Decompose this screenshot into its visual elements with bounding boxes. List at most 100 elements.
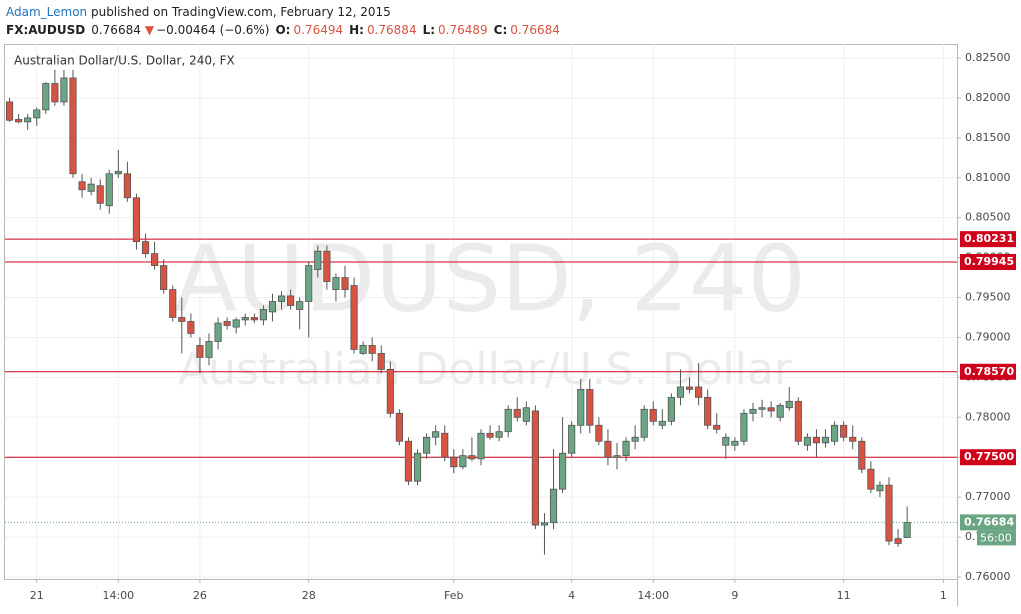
x-tick-label: 28 [302, 589, 316, 602]
candle-body [740, 412, 748, 442]
candle-body [504, 408, 512, 433]
candle-body [377, 353, 385, 370]
candle-body [350, 285, 358, 350]
candle-body [332, 277, 340, 290]
candle-body [459, 455, 467, 468]
candle-body [323, 250, 331, 282]
candle-body [87, 183, 95, 192]
candle-body [604, 440, 612, 458]
h: 0.76884 [367, 23, 417, 37]
candle-body [187, 321, 195, 334]
c: 0.76684 [510, 23, 560, 37]
candle-body [867, 468, 875, 490]
x-tick-label: Feb [444, 589, 463, 602]
candle-body [477, 432, 485, 460]
candle-body [658, 420, 666, 426]
candle-body [196, 345, 204, 358]
ohlc-line: FX:AUDUSD 0.76684 ▼ −0.00464 (−0.6%) O: 0.764… [6, 23, 560, 37]
y-tick-label: 0.82000 [965, 91, 1011, 104]
candle-body [722, 436, 730, 446]
x-tick-label: 14:00 [102, 589, 134, 602]
candle-body [568, 424, 576, 454]
candle-body [749, 408, 757, 414]
symbol: FX:AUDUSD [6, 23, 85, 37]
candle-body [676, 386, 685, 398]
y-tick-label: 0.81000 [965, 171, 1011, 184]
y-tick-label: 0.76000 [965, 570, 1011, 583]
x-tick-label: 4 [568, 589, 575, 602]
candle-body [468, 455, 476, 460]
candle-body [250, 317, 258, 321]
candle-body [495, 431, 503, 438]
candle-body [785, 400, 793, 409]
candle-body [821, 436, 830, 444]
candle-body [314, 250, 322, 270]
candle-body [432, 431, 440, 438]
x-tick-label: 1 [940, 589, 947, 602]
candle-body [78, 181, 86, 191]
candle-body [631, 436, 639, 442]
candle-body [151, 253, 159, 266]
candle-body [114, 170, 122, 175]
candle-body [577, 388, 585, 426]
countdown-box [977, 530, 1016, 546]
candle-body [450, 456, 458, 468]
o: 0.76494 [293, 23, 343, 37]
candle-body [640, 408, 648, 438]
y-tick-label: 0.79000 [965, 330, 1011, 343]
candle-body [287, 295, 295, 306]
header-line: Adam_Lemon published on TradingView.com,… [6, 5, 391, 19]
y-tick-label: 0.78000 [965, 410, 1011, 423]
candle-body [359, 345, 367, 354]
candle-body [595, 424, 603, 442]
y-tick-label: 0.79500 [965, 291, 1011, 304]
candle-body [413, 452, 422, 482]
plot-layer [5, 44, 957, 579]
candle-body [685, 386, 694, 390]
candle-body [69, 77, 77, 175]
author[interactable]: Adam_Lemon [6, 5, 87, 19]
candle-body [386, 368, 394, 414]
candle-body [423, 436, 431, 454]
candle-body [214, 322, 222, 342]
h-label: H: [349, 23, 364, 37]
last-price-box [960, 514, 1016, 531]
candle-body [141, 241, 150, 255]
candle-body [767, 407, 775, 412]
chart-title: Australian Dollar/U.S. Dollar, 240, FX [14, 54, 235, 68]
candle-body [33, 109, 41, 119]
candle-body [368, 345, 376, 354]
candle-body [531, 410, 539, 526]
candle-body [96, 185, 104, 204]
candle-body [178, 317, 186, 322]
candle-body [903, 521, 911, 538]
candle-body [513, 408, 521, 418]
candle-body [586, 388, 594, 426]
level-label: 0.80231 [964, 232, 1014, 245]
o-label: O: [275, 23, 290, 37]
candle-body [794, 400, 802, 442]
candle-body [105, 173, 113, 207]
candle-body [831, 424, 839, 442]
candle-body [876, 484, 884, 492]
level-label-box [960, 231, 1016, 248]
candle-body [667, 396, 675, 422]
candle-body [695, 386, 703, 398]
y-tick-label: 0.80500 [965, 211, 1011, 224]
countdown: 56:00 [980, 531, 1012, 544]
level-label-box [960, 253, 1016, 270]
candle-body [731, 440, 739, 446]
published: published on TradingView.com, February 1… [87, 5, 391, 19]
last-price-label: 0.76684 [964, 515, 1014, 528]
l: 0.76489 [438, 23, 488, 37]
watermark: AUDUSD, 240 [174, 225, 806, 332]
candle-body [885, 484, 893, 542]
candle-body [51, 83, 59, 103]
candle-body [277, 295, 286, 302]
candle-body [758, 407, 766, 410]
candle-body [160, 265, 168, 290]
candle-body [559, 452, 567, 490]
candle-body [441, 432, 449, 458]
candle-body [296, 301, 304, 310]
candle-body [486, 432, 494, 438]
